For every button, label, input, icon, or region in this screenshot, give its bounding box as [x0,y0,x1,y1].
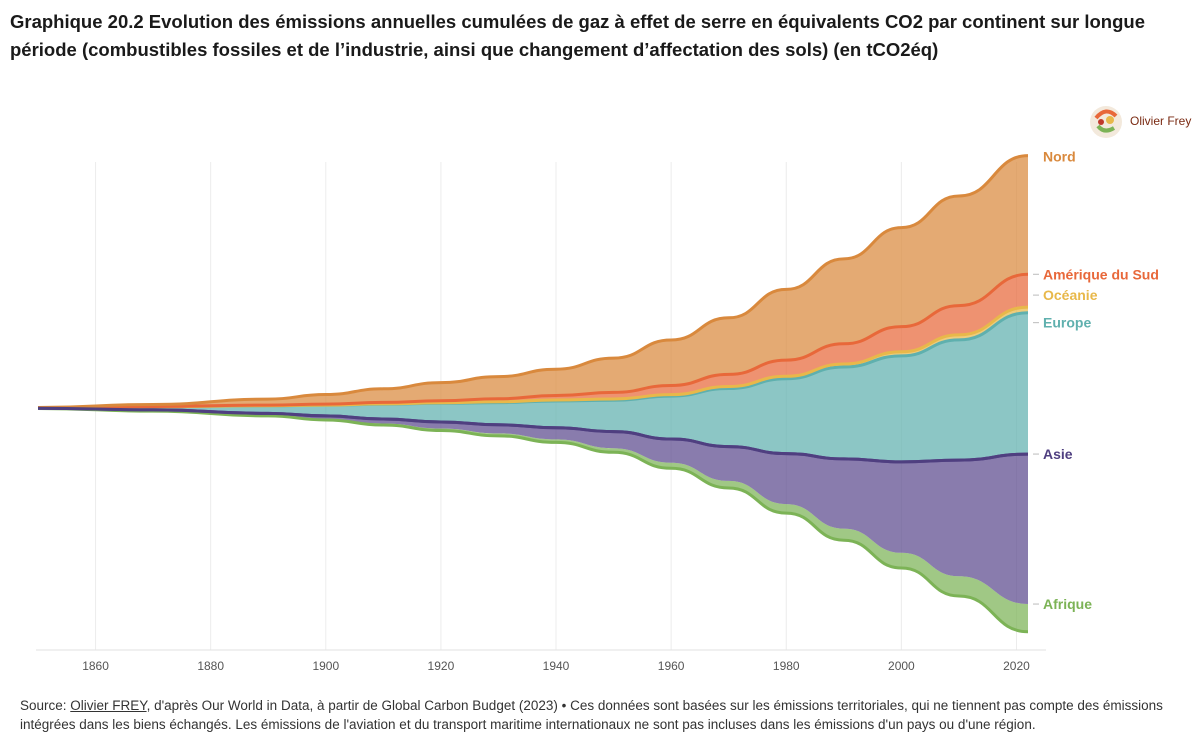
chart-area: 1860 1880 1900 1920 1940 1960 1980 2000 2020 Amé… [36,150,1159,673]
x-tick-label-2000: 2000 [888,659,915,673]
logo-icon [1090,106,1122,138]
logo-text: Olivier Frey [1130,114,1192,128]
series-label-afrique: Afrique [1043,596,1092,612]
x-tick-label-1900: 1900 [312,659,339,673]
series-lines [37,154,1029,634]
x-tick-label-1920: 1920 [428,659,455,673]
area-europe [38,312,1028,462]
series-labels: Amérique duNord Amérique du Sud Océanie Eur… [1033,150,1159,612]
series-label-amérique-du-sud: Amérique du Sud [1043,266,1159,282]
area-asie [38,408,1028,604]
x-tick-label-1960: 1960 [658,659,685,673]
series-label-amérique-du-nord: Amérique duNord [1043,150,1129,165]
line-asie-upper [37,406,1029,464]
x-tick-label-2020: 2020 [1003,659,1030,673]
line-afrique [37,407,1029,634]
area-amérique-du-sud [38,274,1028,408]
x-tick-label-1880: 1880 [197,659,224,673]
area-amérique-du-nord [38,155,1028,408]
series-label-europe: Europe [1043,315,1091,331]
line-amérique-du-nord [37,154,1029,409]
x-axis-ticks: 1860 1880 1900 1920 1940 1960 1980 2000 2020 [82,659,1030,673]
series-label-asie: Asie [1043,446,1073,462]
series-label-océanie: Océanie [1043,287,1098,303]
x-tick-label-1940: 1940 [543,659,570,673]
source-text: , d'après Our World in Data, à partir de… [20,698,1163,732]
x-tick-label-1980: 1980 [773,659,800,673]
source-author-link[interactable]: Olivier FREY [70,698,147,713]
source-note: Source: Olivier FREY, d'après Our World … [20,696,1190,734]
x-tick-label-1860: 1860 [82,659,109,673]
chart-title: Graphique 20.2 Evolution des émissions a… [10,11,1145,60]
line-amérique-du-sud [37,272,1029,410]
brand-logo: Olivier Frey [1088,104,1192,140]
source-prefix: Source: [20,698,71,713]
stacked-areas [38,155,1028,632]
